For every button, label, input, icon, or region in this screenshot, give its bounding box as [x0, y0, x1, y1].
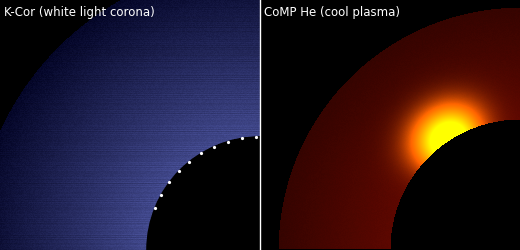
- Circle shape: [147, 137, 373, 250]
- Text: K-Cor (white light corona): K-Cor (white light corona): [4, 6, 155, 19]
- Text: CoMP He (cool plasma): CoMP He (cool plasma): [264, 6, 400, 19]
